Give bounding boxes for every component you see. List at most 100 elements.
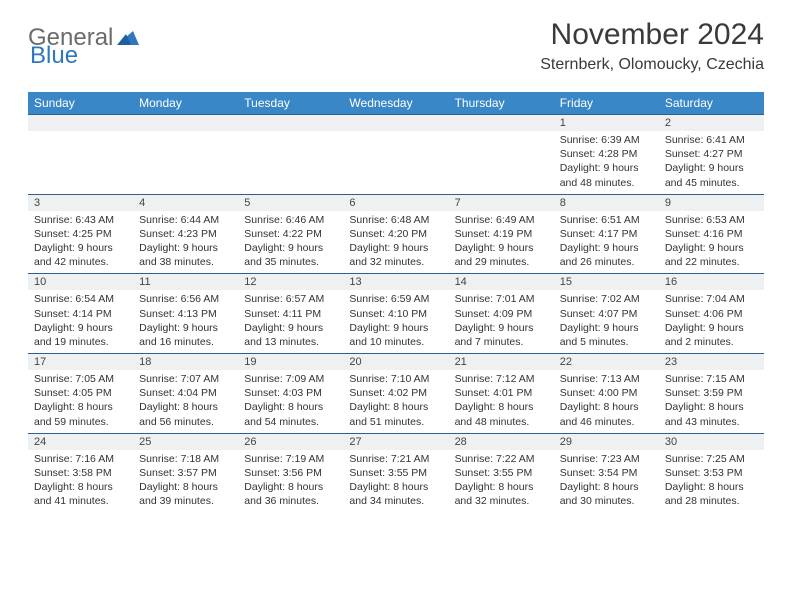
daynum-row: 12 xyxy=(28,115,764,132)
sunrise-text: Sunrise: 7:15 AM xyxy=(665,372,758,386)
day-number-cell: 4 xyxy=(133,194,238,211)
day-data-cell xyxy=(343,131,448,194)
day-data-cell: Sunrise: 6:59 AMSunset: 4:10 PMDaylight:… xyxy=(343,290,448,353)
day-data-cell: Sunrise: 7:01 AMSunset: 4:09 PMDaylight:… xyxy=(449,290,554,353)
sunset-text: Sunset: 3:55 PM xyxy=(455,466,548,480)
daylight-text: Daylight: 9 hours and 32 minutes. xyxy=(349,241,442,269)
day-data-cell: Sunrise: 6:41 AMSunset: 4:27 PMDaylight:… xyxy=(659,131,764,194)
daylight-text: Daylight: 9 hours and 13 minutes. xyxy=(244,321,337,349)
daylight-text: Daylight: 8 hours and 48 minutes. xyxy=(455,400,548,428)
sunrise-text: Sunrise: 7:12 AM xyxy=(455,372,548,386)
day-number-cell: 10 xyxy=(28,274,133,291)
day-data-cell xyxy=(133,131,238,194)
day-number-cell: 17 xyxy=(28,354,133,371)
day-number-cell: 2 xyxy=(659,115,764,132)
sunrise-text: Sunrise: 7:18 AM xyxy=(139,452,232,466)
daynum-row: 3456789 xyxy=(28,194,764,211)
daylight-text: Daylight: 8 hours and 59 minutes. xyxy=(34,400,127,428)
day-data-cell: Sunrise: 7:15 AMSunset: 3:59 PMDaylight:… xyxy=(659,370,764,433)
sunrise-text: Sunrise: 7:16 AM xyxy=(34,452,127,466)
daynum-row: 10111213141516 xyxy=(28,274,764,291)
day-number-cell: 3 xyxy=(28,194,133,211)
sunset-text: Sunset: 4:06 PM xyxy=(665,307,758,321)
day-number-cell: 5 xyxy=(238,194,343,211)
sunset-text: Sunset: 3:54 PM xyxy=(560,466,653,480)
sunset-text: Sunset: 4:28 PM xyxy=(560,147,653,161)
day-header: Thursday xyxy=(449,92,554,115)
day-data-cell: Sunrise: 6:43 AMSunset: 4:25 PMDaylight:… xyxy=(28,211,133,274)
day-number-cell xyxy=(28,115,133,132)
sunset-text: Sunset: 4:14 PM xyxy=(34,307,127,321)
sunrise-text: Sunrise: 7:25 AM xyxy=(665,452,758,466)
day-number-cell: 13 xyxy=(343,274,448,291)
day-number-cell: 15 xyxy=(554,274,659,291)
daylight-text: Daylight: 9 hours and 7 minutes. xyxy=(455,321,548,349)
sunset-text: Sunset: 4:00 PM xyxy=(560,386,653,400)
sunrise-text: Sunrise: 6:49 AM xyxy=(455,213,548,227)
day-data-cell xyxy=(28,131,133,194)
sunrise-text: Sunrise: 6:59 AM xyxy=(349,292,442,306)
day-data-cell: Sunrise: 7:12 AMSunset: 4:01 PMDaylight:… xyxy=(449,370,554,433)
day-data-cell: Sunrise: 7:23 AMSunset: 3:54 PMDaylight:… xyxy=(554,450,659,513)
day-header: Monday xyxy=(133,92,238,115)
day-data-cell: Sunrise: 7:02 AMSunset: 4:07 PMDaylight:… xyxy=(554,290,659,353)
day-data-cell: Sunrise: 7:16 AMSunset: 3:58 PMDaylight:… xyxy=(28,450,133,513)
sunrise-text: Sunrise: 6:44 AM xyxy=(139,213,232,227)
sunrise-text: Sunrise: 6:48 AM xyxy=(349,213,442,227)
day-number-cell: 24 xyxy=(28,433,133,450)
sunrise-text: Sunrise: 6:56 AM xyxy=(139,292,232,306)
daylight-text: Daylight: 8 hours and 39 minutes. xyxy=(139,480,232,508)
daylight-text: Daylight: 8 hours and 43 minutes. xyxy=(665,400,758,428)
daylight-text: Daylight: 9 hours and 45 minutes. xyxy=(665,161,758,189)
daylight-text: Daylight: 9 hours and 38 minutes. xyxy=(139,241,232,269)
daylight-text: Daylight: 8 hours and 30 minutes. xyxy=(560,480,653,508)
sunrise-text: Sunrise: 7:23 AM xyxy=(560,452,653,466)
day-number-cell xyxy=(238,115,343,132)
day-data-cell: Sunrise: 7:13 AMSunset: 4:00 PMDaylight:… xyxy=(554,370,659,433)
page-header: General November 2024 Sternberk, Olomouc… xyxy=(28,18,764,74)
day-data-cell xyxy=(238,131,343,194)
sunrise-text: Sunrise: 7:19 AM xyxy=(244,452,337,466)
sunset-text: Sunset: 3:56 PM xyxy=(244,466,337,480)
sunrise-text: Sunrise: 7:04 AM xyxy=(665,292,758,306)
sunrise-text: Sunrise: 7:22 AM xyxy=(455,452,548,466)
day-number-cell: 20 xyxy=(343,354,448,371)
sunrise-text: Sunrise: 7:21 AM xyxy=(349,452,442,466)
sunrise-text: Sunrise: 7:10 AM xyxy=(349,372,442,386)
day-number-cell: 1 xyxy=(554,115,659,132)
day-data-cell: Sunrise: 7:22 AMSunset: 3:55 PMDaylight:… xyxy=(449,450,554,513)
sunset-text: Sunset: 4:11 PM xyxy=(244,307,337,321)
daylight-text: Daylight: 8 hours and 56 minutes. xyxy=(139,400,232,428)
day-data-cell: Sunrise: 7:05 AMSunset: 4:05 PMDaylight:… xyxy=(28,370,133,433)
day-header: Friday xyxy=(554,92,659,115)
day-number-cell xyxy=(343,115,448,132)
day-number-cell: 16 xyxy=(659,274,764,291)
day-header: Wednesday xyxy=(343,92,448,115)
day-data-cell: Sunrise: 7:21 AMSunset: 3:55 PMDaylight:… xyxy=(343,450,448,513)
sunset-text: Sunset: 3:53 PM xyxy=(665,466,758,480)
sunrise-text: Sunrise: 7:01 AM xyxy=(455,292,548,306)
sunrise-text: Sunrise: 6:43 AM xyxy=(34,213,127,227)
day-data-cell: Sunrise: 6:44 AMSunset: 4:23 PMDaylight:… xyxy=(133,211,238,274)
daylight-text: Daylight: 9 hours and 22 minutes. xyxy=(665,241,758,269)
day-data-row: Sunrise: 7:05 AMSunset: 4:05 PMDaylight:… xyxy=(28,370,764,433)
day-number-cell: 22 xyxy=(554,354,659,371)
sunrise-text: Sunrise: 6:51 AM xyxy=(560,213,653,227)
day-data-cell: Sunrise: 7:04 AMSunset: 4:06 PMDaylight:… xyxy=(659,290,764,353)
daylight-text: Daylight: 9 hours and 10 minutes. xyxy=(349,321,442,349)
sunrise-text: Sunrise: 7:09 AM xyxy=(244,372,337,386)
sunset-text: Sunset: 4:09 PM xyxy=(455,307,548,321)
daynum-row: 24252627282930 xyxy=(28,433,764,450)
day-data-cell: Sunrise: 7:19 AMSunset: 3:56 PMDaylight:… xyxy=(238,450,343,513)
day-data-cell: Sunrise: 7:07 AMSunset: 4:04 PMDaylight:… xyxy=(133,370,238,433)
daylight-text: Daylight: 8 hours and 36 minutes. xyxy=(244,480,337,508)
day-data-cell: Sunrise: 6:56 AMSunset: 4:13 PMDaylight:… xyxy=(133,290,238,353)
day-data-row: Sunrise: 6:54 AMSunset: 4:14 PMDaylight:… xyxy=(28,290,764,353)
sunset-text: Sunset: 4:10 PM xyxy=(349,307,442,321)
daylight-text: Daylight: 8 hours and 41 minutes. xyxy=(34,480,127,508)
month-title: November 2024 xyxy=(540,18,764,52)
daylight-text: Daylight: 9 hours and 2 minutes. xyxy=(665,321,758,349)
day-header: Sunday xyxy=(28,92,133,115)
day-number-cell: 8 xyxy=(554,194,659,211)
day-number-cell xyxy=(449,115,554,132)
